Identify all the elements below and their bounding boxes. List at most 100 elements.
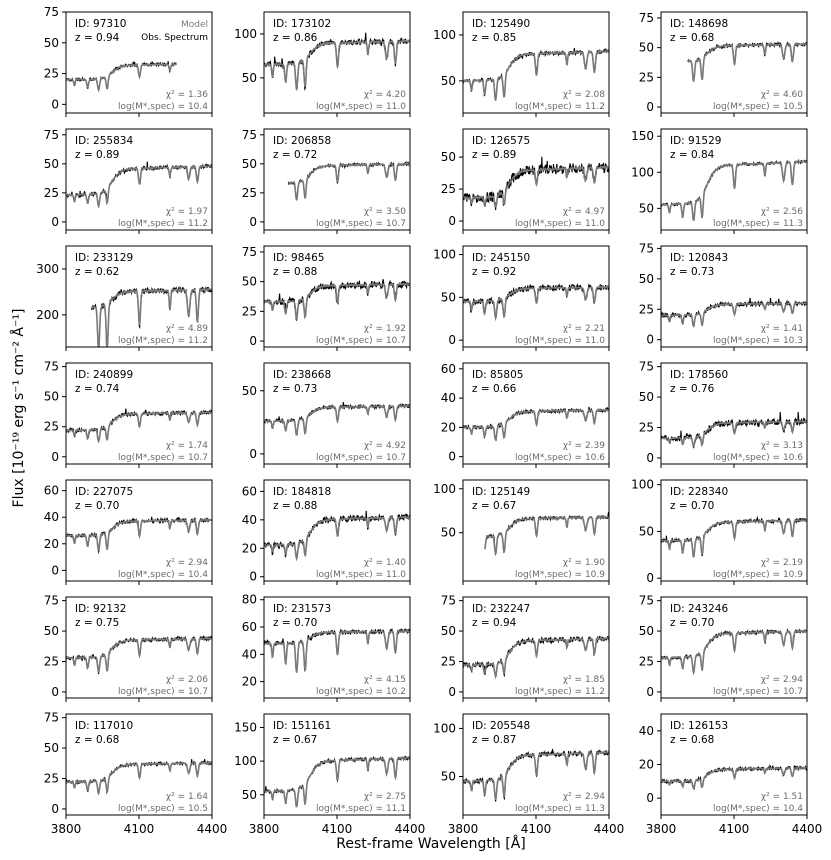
- model-spectrum-line: [463, 751, 609, 801]
- y-tick-label: 200: [36, 308, 59, 322]
- y-tick-label: 75: [44, 594, 59, 608]
- chi-squared-label: χ² = 3.50: [364, 207, 406, 217]
- stellar-mass-label: log(M*,spec) = 11.2: [118, 336, 208, 346]
- model-spectrum-line: [66, 637, 212, 673]
- y-tick-label: 100: [433, 721, 456, 735]
- y-tick-label: 20: [441, 420, 456, 434]
- y-tick-label: 50: [441, 150, 456, 164]
- galaxy-id-label: ID: 120843: [670, 252, 728, 264]
- model-spectrum-line: [66, 518, 212, 552]
- stellar-mass-label: log(M*,spec) = 10.2: [316, 687, 406, 697]
- redshift-label: z = 0.94: [472, 617, 517, 629]
- y-tick-label: 100: [631, 478, 654, 492]
- y-tick-label: 20: [44, 537, 59, 551]
- galaxy-id-label: ID: 117010: [75, 720, 133, 732]
- observed-spectrum-line: [687, 41, 807, 81]
- y-tick-label: 50: [639, 624, 654, 638]
- model-spectrum-line: [661, 519, 807, 558]
- model-spectrum-line: [264, 756, 410, 808]
- y-tick-label: 0: [448, 685, 456, 699]
- model-spectrum-line: [66, 411, 212, 444]
- stellar-mass-label: log(M*,spec) = 10.5: [713, 102, 803, 112]
- stellar-mass-label: log(M*,spec) = 10.9: [713, 570, 803, 580]
- y-tick-label: 0: [249, 447, 257, 461]
- model-spectrum-line: [661, 301, 807, 329]
- y-tick-label: 25: [44, 67, 59, 81]
- spectrum-panel: 0 25 50 75 ID: 92132 z = 0.75 χ² = 2.06 log(M*,…: [44, 594, 213, 702]
- galaxy-id-label: ID: 233129: [75, 252, 133, 264]
- y-tick-label: 75: [242, 128, 257, 142]
- y-tick-label: 50: [44, 157, 59, 171]
- redshift-label: z = 0.68: [670, 32, 714, 44]
- y-tick-label: 40: [639, 724, 654, 738]
- redshift-label: z = 0.62: [75, 266, 119, 278]
- spectrum-panel: 50 100 3800 4100 4400 ID: 205548 z = 0.87 χ² = …: [433, 713, 625, 836]
- redshift-label: z = 0.88: [273, 500, 317, 512]
- chi-squared-label: χ² = 2.94: [563, 792, 605, 802]
- redshift-label: z = 0.94: [75, 32, 120, 44]
- spectrum-panel: 0 20 40 60 ID: 184818 z = 0.88 χ² = 1.40 log(M*…: [242, 479, 411, 585]
- galaxy-id-label: ID: 173102: [273, 18, 331, 30]
- chi-squared-label: χ² = 1.40: [364, 558, 406, 568]
- x-tick-label: 4400: [594, 822, 625, 836]
- y-tick-label: 75: [639, 241, 654, 255]
- stellar-mass-label: log(M*,spec) = 11.0: [316, 102, 406, 112]
- spectrum-panel: 20 40 60 80 ID: 231573 z = 0.70 χ² = 4.15 log(M…: [242, 593, 411, 702]
- y-tick-label: 0: [51, 215, 59, 229]
- y-tick-label: 25: [639, 654, 654, 668]
- stellar-mass-label: log(M*,spec) = 11.2: [118, 219, 208, 229]
- model-spectrum-line: [90, 287, 212, 347]
- y-tick-label: 50: [441, 526, 456, 540]
- y-tick-label: 25: [44, 420, 59, 434]
- spectrum-panel: 0 25 50 75 ID: 232247 z = 0.94 χ² = 1.85 log(M*…: [441, 594, 610, 702]
- spectrum-panel: 50 100 150 ID: 91529 z = 0.84 χ² = 2.56 log(M*…: [631, 128, 808, 234]
- y-tick-label: 20: [639, 758, 654, 772]
- y-tick-label: 75: [44, 5, 59, 19]
- chi-squared-label: χ² = 2.56: [761, 207, 803, 217]
- model-spectrum-line: [661, 160, 807, 221]
- y-tick-label: 50: [44, 36, 59, 50]
- spectrum-panel: 0 25 50 75 ID: 120843 z = 0.73 χ² = 1.41 log(M*…: [639, 241, 808, 351]
- redshift-label: z = 0.67: [273, 734, 317, 746]
- stellar-mass-label: log(M*,spec) = 10.4: [118, 570, 208, 580]
- spectrum-panel: 0 50 ID: 238668 z = 0.73 χ² = 4.92 log(M*,spe…: [242, 362, 411, 468]
- y-tick-label: 50: [441, 770, 456, 784]
- y-tick-label: 50: [242, 384, 257, 398]
- redshift-label: z = 0.92: [472, 266, 516, 278]
- y-tick-label: 20: [242, 541, 257, 555]
- galaxy-id-label: ID: 184818: [273, 486, 331, 498]
- model-spectrum-line: [661, 629, 807, 675]
- model-spectrum-line: [66, 62, 178, 93]
- spectrum-panel: 50 100 ID: 173102 z = 0.86 χ² = 4.20 log(M*,s…: [234, 11, 411, 117]
- stellar-mass-label: log(M*,spec) = 11.0: [316, 570, 406, 580]
- model-spectrum-line: [661, 419, 807, 448]
- stellar-mass-label: log(M*,spec) = 10.7: [118, 453, 208, 463]
- y-tick-label: 25: [242, 186, 257, 200]
- redshift-label: z = 0.75: [75, 617, 119, 629]
- x-tick-label: 4400: [197, 822, 228, 836]
- y-tick-label: 75: [242, 245, 257, 259]
- y-tick-label: 50: [44, 741, 59, 755]
- galaxy-id-label: ID: 227075: [75, 486, 133, 498]
- y-tick-label: 40: [242, 513, 257, 527]
- y-tick-label: 0: [448, 450, 456, 464]
- redshift-label: z = 0.85: [472, 32, 516, 44]
- y-tick-label: 50: [44, 624, 59, 638]
- chi-squared-label: χ² = 2.75: [364, 792, 406, 802]
- redshift-label: z = 0.73: [273, 383, 317, 395]
- y-tick-label: 0: [51, 450, 59, 464]
- chi-squared-label: χ² = 1.92: [364, 324, 406, 334]
- chi-squared-label: χ² = 1.97: [166, 207, 208, 217]
- y-tick-label: 100: [631, 165, 654, 179]
- spectrum-panel: 0 25 50 75 3800 4100 4400 ID: 117010 z = 0.68 χ² …: [44, 711, 228, 836]
- spectrum-panel: 0 50 100 ID: 245150 z = 0.92 χ² = 2.21 log(M*,…: [433, 245, 610, 351]
- panels-group: 0 25 50 75 ID: 97310 z = 0.94 χ² = 1.36 log(M*,…: [36, 5, 822, 836]
- spectrum-panel: 50 100 ID: 125149 z = 0.67 χ² = 1.90 log(M*,s…: [433, 479, 610, 585]
- y-tick-label: 100: [234, 27, 257, 41]
- y-tick-label: 50: [639, 41, 654, 55]
- galaxy-id-label: ID: 91529: [670, 135, 721, 147]
- y-tick-label: 20: [242, 675, 257, 689]
- y-tick-label: 0: [51, 563, 59, 577]
- x-tick-label: 4400: [395, 822, 426, 836]
- y-tick-label: 75: [639, 360, 654, 374]
